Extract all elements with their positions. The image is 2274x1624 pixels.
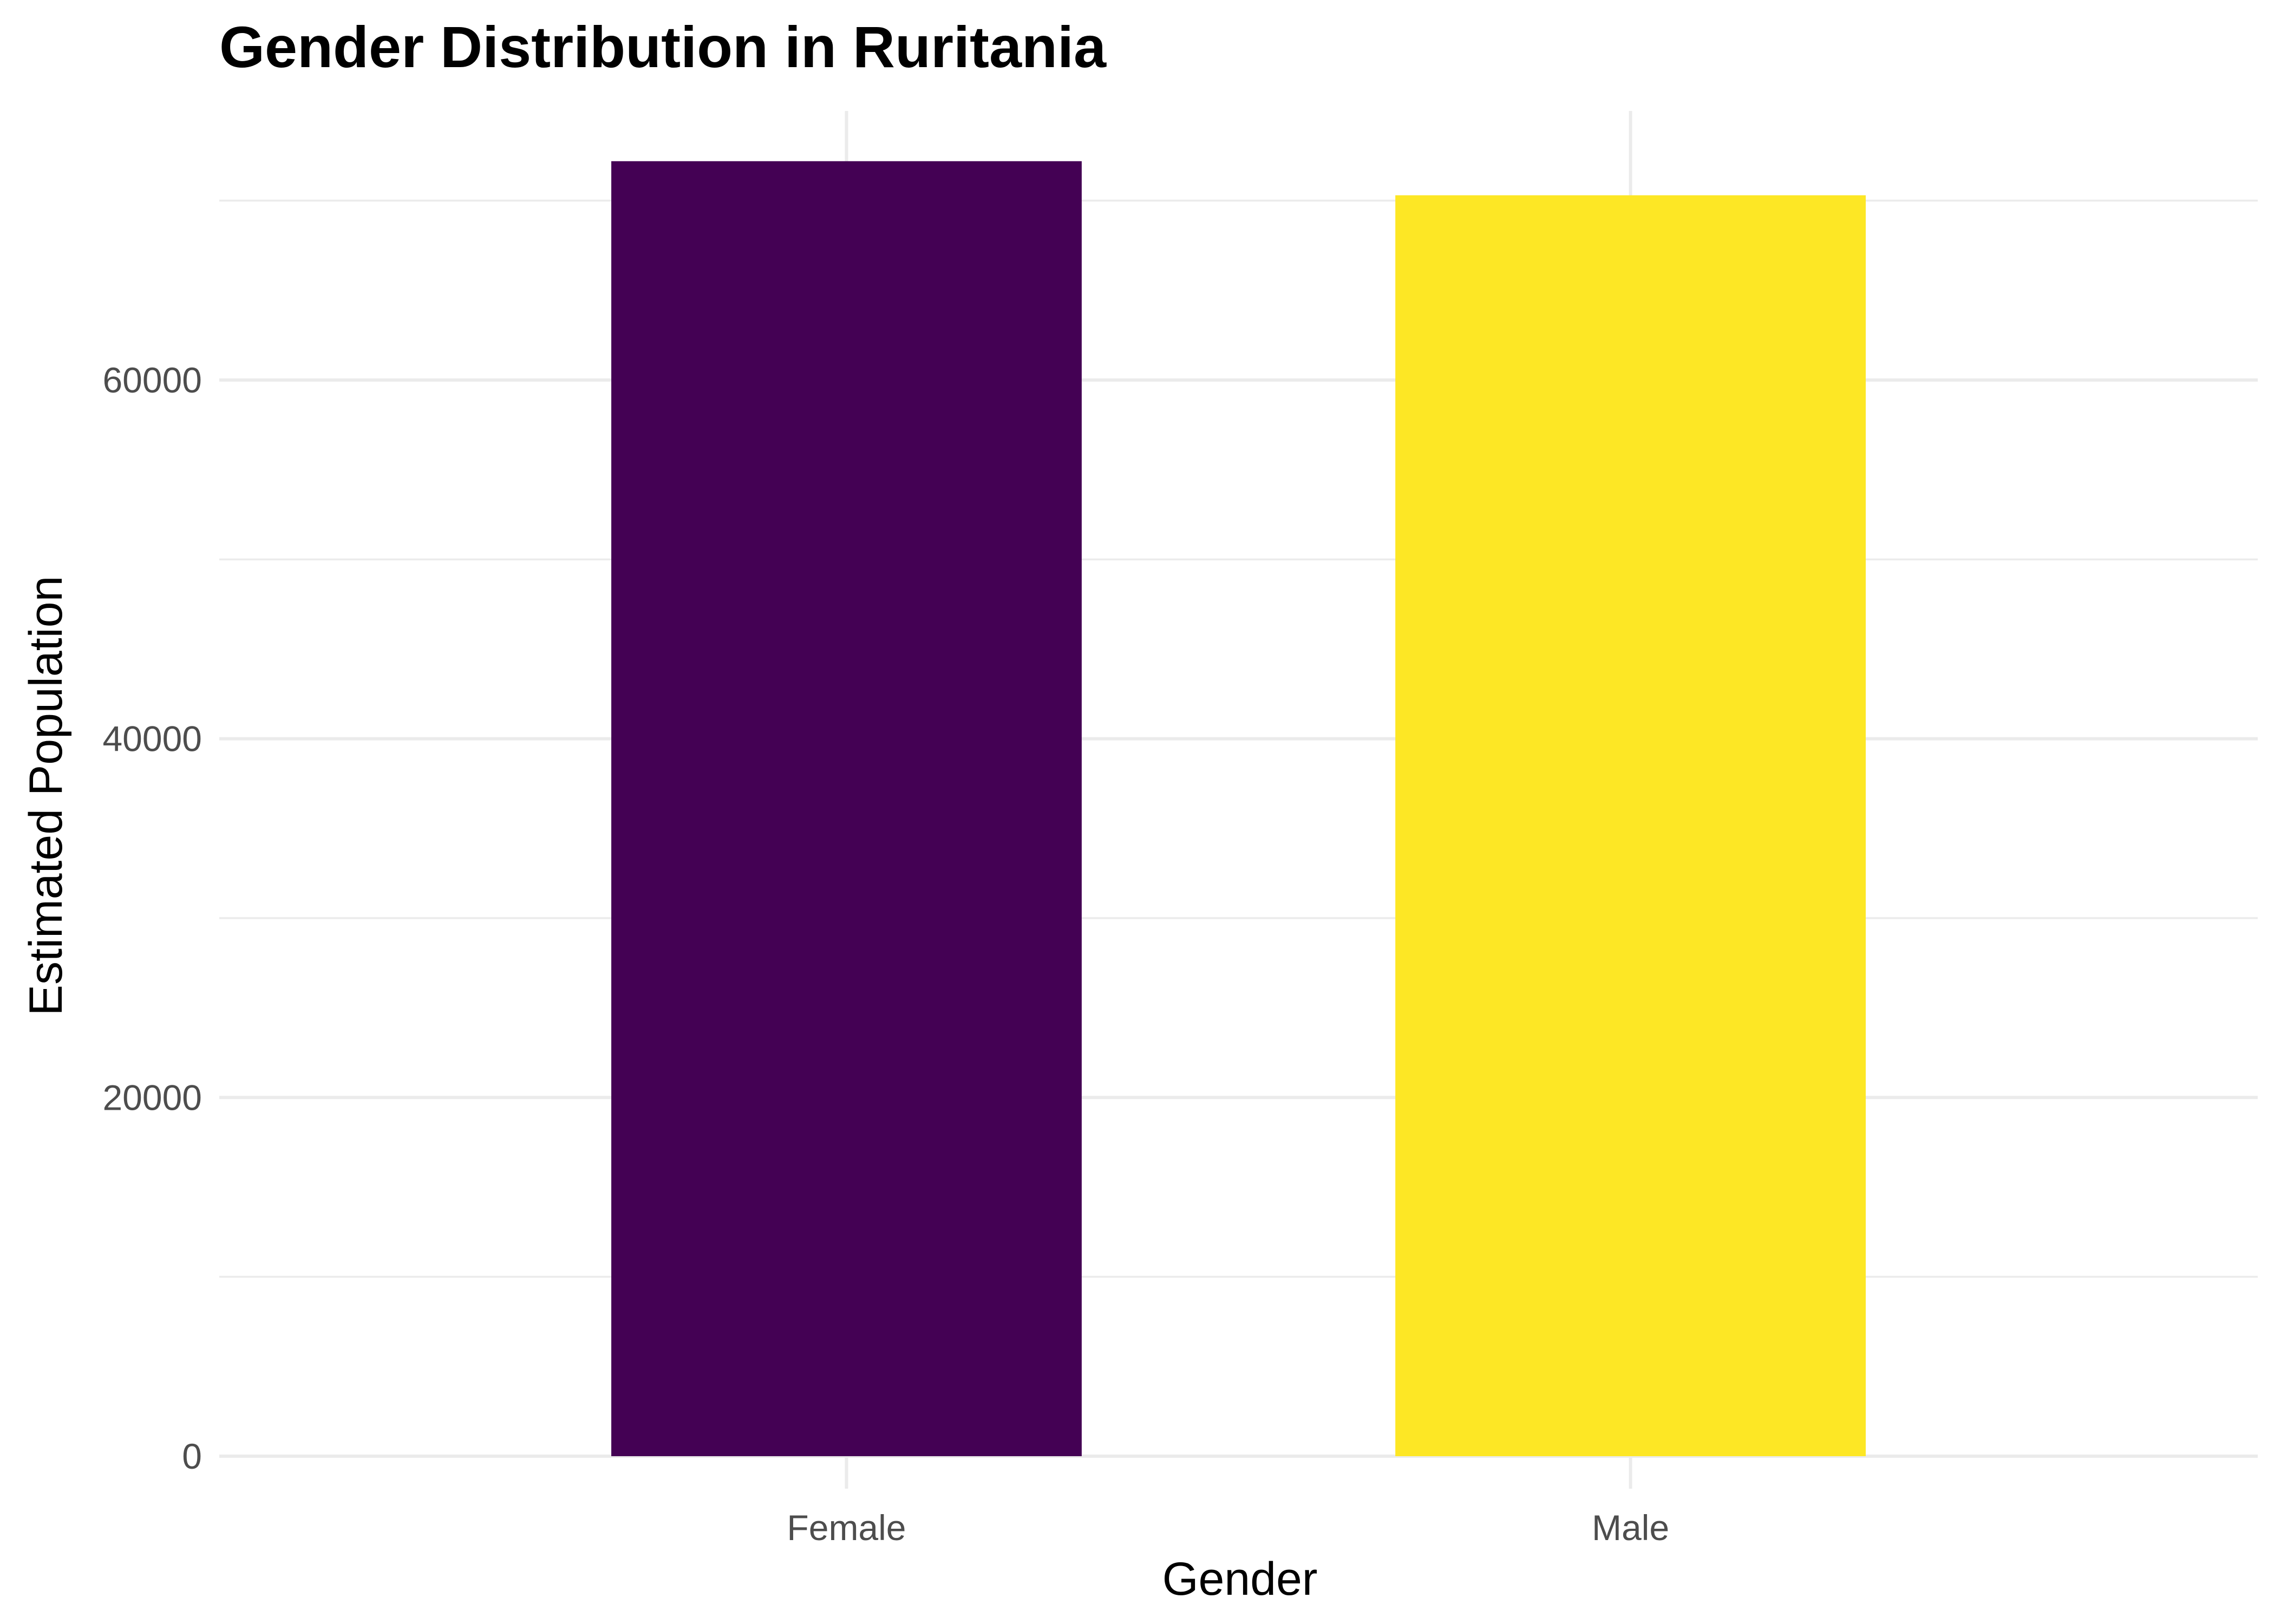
bar-female xyxy=(611,161,1082,1456)
bar-male xyxy=(1395,195,1866,1457)
x-tick-label: Male xyxy=(1592,1508,1669,1548)
y-tick-label: 0 xyxy=(182,1436,202,1476)
y-axis-title: Estimated Population xyxy=(20,576,72,1016)
y-tick-label: 20000 xyxy=(102,1077,202,1117)
x-axis-title: Gender xyxy=(1162,1553,1318,1605)
bar-layer xyxy=(611,161,1866,1457)
x-tick-label: Female xyxy=(787,1508,906,1548)
tick-layer: 0 20000 40000 60000 Female Male xyxy=(102,360,1669,1548)
grid-layer xyxy=(219,111,2258,1489)
y-tick-label: 60000 xyxy=(102,360,202,400)
y-tick-label: 40000 xyxy=(102,719,202,759)
chart-title: Gender Distribution in Ruritania xyxy=(219,14,1107,80)
